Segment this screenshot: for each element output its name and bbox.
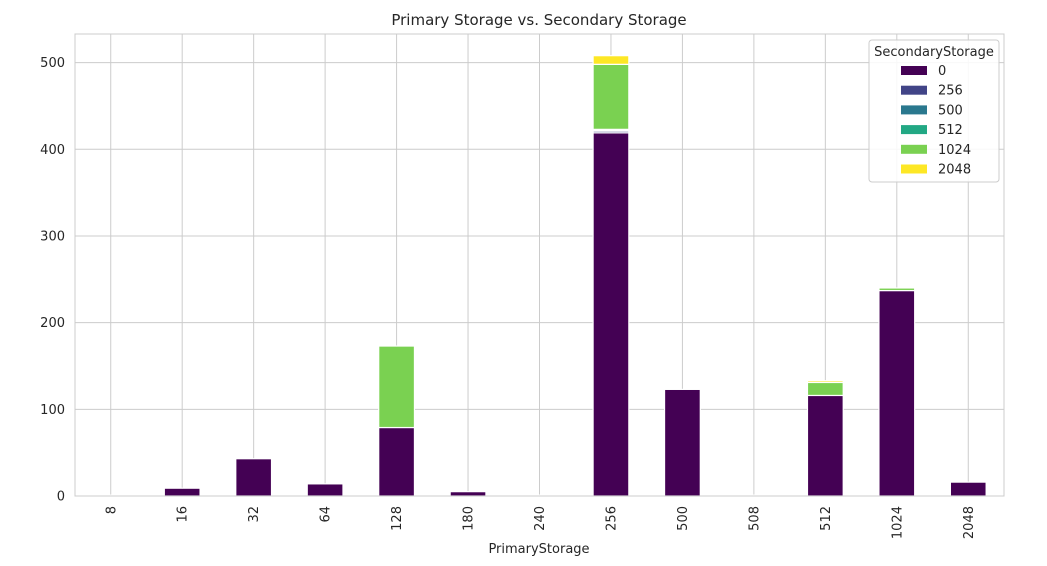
x-tick-label: 508 bbox=[747, 506, 762, 531]
x-tick-label: 16 bbox=[176, 506, 191, 523]
legend-swatch bbox=[901, 164, 927, 174]
y-tick-label: 100 bbox=[40, 403, 65, 418]
bar-segment bbox=[378, 345, 416, 429]
bar-segment bbox=[592, 55, 630, 65]
bar-segment bbox=[592, 63, 630, 130]
y-tick-label: 400 bbox=[40, 143, 65, 158]
legend-entry-label: 1024 bbox=[938, 143, 971, 158]
legend-entry-label: 0 bbox=[938, 64, 946, 79]
bar-segment bbox=[878, 287, 916, 292]
x-tick-label: 2048 bbox=[962, 506, 977, 539]
y-tick-label: 300 bbox=[40, 229, 65, 244]
legend-swatch bbox=[901, 85, 927, 95]
x-tick-label: 240 bbox=[533, 506, 548, 531]
legend-swatch bbox=[901, 105, 927, 115]
bar-segment bbox=[163, 487, 201, 497]
bar-segment bbox=[806, 381, 844, 397]
legend-swatch bbox=[901, 125, 927, 135]
bar-segment bbox=[306, 483, 344, 497]
legend-entry-label: 2048 bbox=[938, 163, 971, 178]
bar-segment bbox=[949, 481, 987, 497]
y-tick-label: 200 bbox=[40, 316, 65, 331]
plot-area: 0 100 200 300 400 500 8 16 32 64 128 180 240 256 500 50… bbox=[40, 33, 1005, 539]
x-tick-label: 512 bbox=[819, 506, 834, 531]
bar-segment bbox=[235, 458, 273, 497]
legend: SecondaryStorage 0 256 500 512 1024 2048 bbox=[868, 39, 1000, 183]
legend-title: SecondaryStorage bbox=[874, 45, 994, 60]
bar-segment bbox=[449, 491, 487, 497]
plot-frame bbox=[74, 33, 1005, 497]
x-tick-label: 8 bbox=[104, 506, 119, 514]
x-tick-label: 128 bbox=[390, 506, 405, 531]
bar-segment bbox=[378, 426, 416, 497]
bar-segment bbox=[806, 380, 844, 384]
legend-box bbox=[868, 39, 1000, 183]
x-tick-label: 500 bbox=[676, 506, 691, 531]
bar-segment bbox=[663, 388, 701, 497]
x-axis-label: PrimaryStorage bbox=[488, 542, 589, 557]
y-tick-label: 0 bbox=[57, 490, 65, 505]
y-tick-label: 500 bbox=[40, 56, 65, 71]
bar-segment bbox=[592, 132, 630, 497]
legend-entry-label: 512 bbox=[938, 123, 963, 138]
bar-segment bbox=[878, 289, 916, 497]
legend-entry-label: 500 bbox=[938, 103, 963, 118]
x-tick-label: 256 bbox=[605, 506, 620, 531]
chart-title: Primary Storage vs. Secondary Storage bbox=[391, 11, 686, 29]
bar-segment bbox=[806, 394, 844, 497]
legend-entry-label: 256 bbox=[938, 84, 963, 99]
x-tick-label: 180 bbox=[462, 506, 477, 531]
legend-swatch bbox=[901, 144, 927, 154]
x-tick-label: 1024 bbox=[890, 506, 905, 539]
x-tick-label: 64 bbox=[319, 506, 334, 523]
legend-swatch bbox=[901, 66, 927, 75]
x-tick-label: 32 bbox=[247, 506, 262, 523]
